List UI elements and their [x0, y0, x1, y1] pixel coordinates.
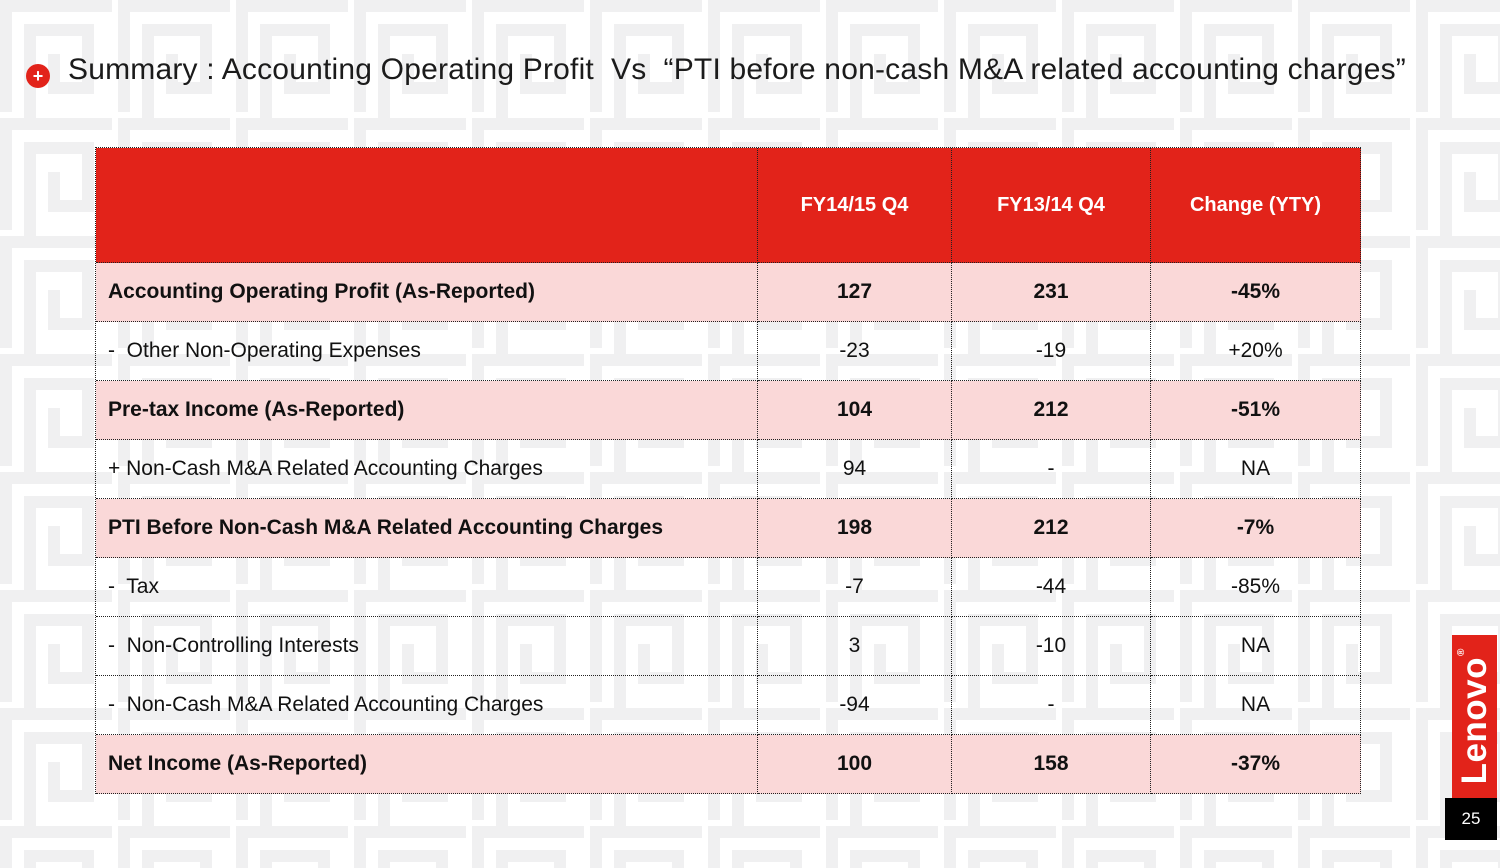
- row-label: - Non-Cash M&A Related Accounting Charge…: [96, 676, 758, 735]
- row-value: -94: [758, 676, 952, 735]
- table-body: Accounting Operating Profit (As-Reported…: [96, 263, 1361, 794]
- column-header-change-yty: Change (YTY): [1151, 148, 1361, 263]
- row-label: Net Income (As-Reported): [96, 735, 758, 794]
- row-value: 100: [758, 735, 952, 794]
- table-row: - Tax -7 -44 -85%: [96, 558, 1361, 617]
- row-value: 231: [952, 263, 1151, 322]
- row-value: 158: [952, 735, 1151, 794]
- table-row: - Non-Controlling Interests 3 -10 NA: [96, 617, 1361, 676]
- row-label: Pre-tax Income (As-Reported): [96, 381, 758, 440]
- row-value: -: [952, 440, 1151, 499]
- plus-circle-icon: +: [26, 64, 50, 88]
- row-value: 94: [758, 440, 952, 499]
- page-number-badge: 25: [1445, 798, 1497, 840]
- row-value: -10: [952, 617, 1151, 676]
- row-value: -23: [758, 322, 952, 381]
- row-value: -51%: [1151, 381, 1361, 440]
- row-value: -7%: [1151, 499, 1361, 558]
- row-value: 212: [952, 381, 1151, 440]
- table-header-row: FY14/15 Q4 FY13/14 Q4 Change (YTY): [96, 148, 1361, 263]
- column-header-blank: [96, 148, 758, 263]
- financial-summary-table: FY14/15 Q4 FY13/14 Q4 Change (YTY) Accou…: [95, 147, 1361, 794]
- row-value: 212: [952, 499, 1151, 558]
- row-value: -: [952, 676, 1151, 735]
- row-value: NA: [1151, 440, 1361, 499]
- slide-header: + Summary : Accounting Operating Profit …: [26, 46, 1480, 88]
- row-label: - Non-Controlling Interests: [96, 617, 758, 676]
- column-header-fy1314-q4: FY13/14 Q4: [952, 148, 1151, 263]
- row-label: - Other Non-Operating Expenses: [96, 322, 758, 381]
- lenovo-wordmark: Lenovo: [1455, 656, 1494, 785]
- lenovo-logo-text-wrap: Lenovo ®: [1452, 635, 1497, 798]
- row-value: 3: [758, 617, 952, 676]
- registered-trademark-icon: ®: [1456, 648, 1467, 656]
- lenovo-logo: Lenovo ®: [1452, 635, 1497, 798]
- row-value: -45%: [1151, 263, 1361, 322]
- row-value: -7: [758, 558, 952, 617]
- row-value: 198: [758, 499, 952, 558]
- row-label: + Non-Cash M&A Related Accounting Charge…: [96, 440, 758, 499]
- plus-glyph: +: [32, 66, 44, 86]
- table-row: Pre-tax Income (As-Reported) 104 212 -51%: [96, 381, 1361, 440]
- table-row: PTI Before Non-Cash M&A Related Accounti…: [96, 499, 1361, 558]
- row-value: +20%: [1151, 322, 1361, 381]
- column-header-fy1415-q4: FY14/15 Q4: [758, 148, 952, 263]
- slide-title: Summary : Accounting Operating Profit Vs…: [68, 53, 1406, 86]
- table-row: - Non-Cash M&A Related Accounting Charge…: [96, 676, 1361, 735]
- table-row: + Non-Cash M&A Related Accounting Charge…: [96, 440, 1361, 499]
- row-value: -85%: [1151, 558, 1361, 617]
- table-row: Accounting Operating Profit (As-Reported…: [96, 263, 1361, 322]
- table-row: - Other Non-Operating Expenses -23 -19 +20%: [96, 322, 1361, 381]
- row-value: 127: [758, 263, 952, 322]
- row-value: -37%: [1151, 735, 1361, 794]
- row-label: - Tax: [96, 558, 758, 617]
- table-row: Net Income (As-Reported) 100 158 -37%: [96, 735, 1361, 794]
- row-label: PTI Before Non-Cash M&A Related Accounti…: [96, 499, 758, 558]
- row-value: 104: [758, 381, 952, 440]
- row-value: -44: [952, 558, 1151, 617]
- row-value: NA: [1151, 676, 1361, 735]
- row-value: NA: [1151, 617, 1361, 676]
- row-label: Accounting Operating Profit (As-Reported…: [96, 263, 758, 322]
- row-value: -19: [952, 322, 1151, 381]
